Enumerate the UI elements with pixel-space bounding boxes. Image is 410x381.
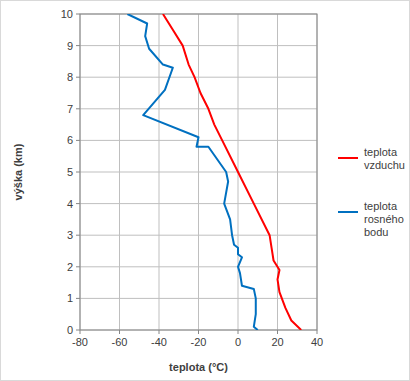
legend-label: teplotarosnéhobodu bbox=[364, 200, 404, 238]
y-tick bbox=[76, 235, 80, 236]
y-grid-line bbox=[80, 45, 317, 46]
y-grid-line bbox=[80, 77, 317, 78]
legend-label-line: teplota bbox=[364, 146, 398, 158]
legend-label-line: bodu bbox=[364, 226, 388, 238]
x-tick-label: 20 bbox=[271, 336, 283, 348]
y-tick bbox=[76, 108, 80, 109]
y-tick bbox=[76, 203, 80, 204]
legend-label-line: vzduchu bbox=[364, 159, 405, 171]
x-tick-label: 0 bbox=[235, 336, 241, 348]
y-tick bbox=[76, 266, 80, 267]
y-tick-label: 3 bbox=[67, 229, 73, 241]
legend-swatch bbox=[338, 211, 358, 213]
x-tick-label: -60 bbox=[112, 336, 128, 348]
x-tick-label: -80 bbox=[72, 336, 88, 348]
y-tick-label: 2 bbox=[67, 261, 73, 273]
y-axis-label: výška (km) bbox=[12, 143, 24, 200]
series-line bbox=[127, 14, 257, 330]
legend-label-line: rosného bbox=[364, 213, 404, 225]
grid bbox=[80, 14, 317, 330]
y-tick-label: 4 bbox=[67, 198, 73, 210]
x-tick-label: -20 bbox=[191, 336, 207, 348]
plot-area bbox=[127, 14, 301, 330]
y-tick-label: 1 bbox=[67, 292, 73, 304]
x-tick bbox=[198, 330, 199, 334]
x-tick bbox=[317, 330, 318, 334]
y-tick-label: 7 bbox=[67, 103, 73, 115]
y-tick bbox=[76, 298, 80, 299]
y-tick-label: 9 bbox=[67, 40, 73, 52]
y-grid-line bbox=[80, 266, 317, 267]
chart-border bbox=[1, 1, 410, 381]
x-tick-label: -40 bbox=[151, 336, 167, 348]
y-tick-label: 0 bbox=[67, 324, 73, 336]
y-grid-line bbox=[80, 172, 317, 173]
legend-swatch bbox=[338, 157, 358, 159]
x-tick-label: 40 bbox=[311, 336, 323, 348]
y-tick-label: 6 bbox=[67, 134, 73, 146]
legend-label-line: teplota bbox=[364, 200, 398, 212]
y-grid-line bbox=[80, 235, 317, 236]
y-tick bbox=[76, 77, 80, 78]
y-grid-line bbox=[80, 203, 317, 204]
x-axis-label: teplota (°C) bbox=[169, 361, 228, 373]
y-tick bbox=[76, 172, 80, 173]
y-tick-label: 8 bbox=[67, 71, 73, 83]
y-tick bbox=[76, 330, 80, 331]
legend-label: teplotavzduchu bbox=[364, 146, 405, 171]
y-tick-label: 5 bbox=[67, 166, 73, 178]
series-line bbox=[163, 14, 301, 330]
legend: teplotavzduchuteplotarosnéhobodu bbox=[338, 146, 405, 238]
y-tick bbox=[76, 14, 80, 15]
y-tick-label: 10 bbox=[61, 8, 73, 20]
x-tick bbox=[159, 330, 160, 334]
y-tick bbox=[76, 140, 80, 141]
y-grid-line bbox=[80, 108, 317, 109]
y-tick bbox=[76, 45, 80, 46]
plot-frame bbox=[80, 14, 317, 330]
chart: -80 -60 -40 -20 0 20 40 0 1 2 3 4 5 6 7 8 9 10 teplota (°C… bbox=[0, 0, 410, 381]
x-tick bbox=[119, 330, 120, 334]
x-tick bbox=[238, 330, 239, 334]
x-tick bbox=[277, 330, 278, 334]
x-tick bbox=[80, 330, 81, 334]
